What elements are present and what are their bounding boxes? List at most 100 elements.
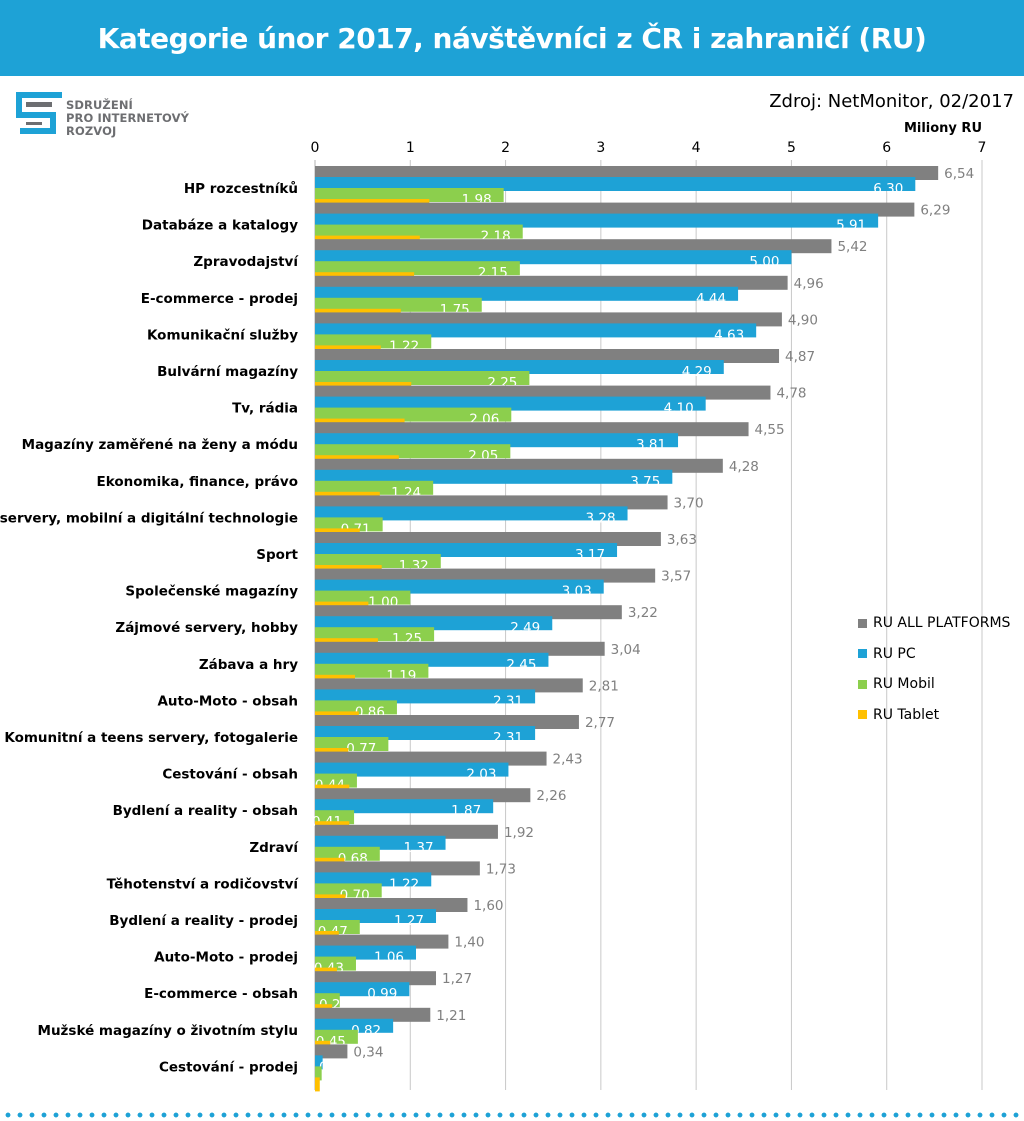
bar-mobil [315, 773, 357, 788]
legend-swatch-tablet [858, 710, 867, 720]
spir-logo-icon [16, 92, 62, 134]
data-label-pc: 0,82 [351, 1023, 381, 1039]
bar-pc [315, 543, 618, 557]
logo-line-1: SDRUŽENÍ [66, 98, 133, 112]
bar-pc [315, 360, 724, 374]
category-label: Sport [256, 547, 298, 563]
data-label-pc: 1,06 [374, 950, 404, 966]
data-label-all: 3,63 [667, 532, 697, 548]
bar-pc [315, 213, 879, 228]
x-tick-label-6: 6 [882, 140, 891, 156]
data-label-pc: 1,87 [451, 803, 481, 819]
legend-label-pc: RU PC [873, 645, 916, 662]
bar-pc [315, 250, 792, 265]
category-label: Komunitní a teens servery, fotogalerie [4, 730, 298, 746]
bar-pc [315, 616, 553, 631]
bar-tablet [315, 1077, 320, 1092]
bar-all [315, 824, 498, 839]
bar-all [315, 458, 723, 473]
data-label-pc: 1,22 [389, 876, 419, 892]
bar-all [315, 385, 771, 400]
bar-all [315, 641, 605, 656]
bar-mobil [315, 993, 340, 1008]
logo-line-2: PRO INTERNETOVÝ [66, 111, 190, 125]
data-label-all: 5,42 [837, 239, 867, 255]
data-label-pc: 0,99 [367, 986, 397, 1002]
data-label-all: 4,96 [794, 276, 824, 292]
data-label-all: 3,04 [611, 642, 641, 658]
legend-item-all-platforms: RU ALL PLATFORMS [858, 608, 1010, 639]
bar-pc [315, 286, 739, 301]
category-label: Auto-Moto - obsah [157, 693, 298, 709]
data-label-all: 1,73 [486, 861, 516, 877]
data-label-pc: 2,45 [506, 657, 536, 673]
bar-mobil [315, 737, 389, 751]
bar-pc [315, 726, 536, 740]
data-label-all: 1,27 [442, 971, 472, 987]
data-label-all: 2,77 [585, 715, 615, 731]
bar-all [315, 605, 622, 620]
chart-legend: RU ALL PLATFORMS RU PC RU Mobil RU Table… [858, 608, 1010, 730]
bar-all [315, 715, 579, 729]
bar-all [315, 898, 468, 912]
legend-swatch-mobil [858, 679, 867, 689]
data-label-pc: 2,49 [510, 620, 540, 636]
data-label-pc: 3,03 [562, 584, 592, 600]
legend-label-mobil: RU Mobil [873, 676, 935, 693]
bar-all [315, 788, 531, 803]
bar-mobil [315, 663, 429, 678]
data-label-pc: 3,17 [575, 547, 605, 563]
data-label-all: 2,81 [589, 678, 619, 694]
category-label: E-commerce - obsah [144, 986, 298, 1002]
category-label: Bulvární magazíny [157, 364, 298, 380]
data-label-pc: 2,31 [493, 730, 523, 746]
category-label: E-commerce - prodej [141, 291, 298, 307]
legend-item-mobil: RU Mobil [858, 669, 1010, 700]
data-label-pc: 5,91 [836, 218, 866, 234]
bar-all [315, 239, 832, 254]
bar-mobil [315, 517, 383, 532]
bar-all [315, 422, 749, 437]
bar-mobil [315, 480, 434, 495]
data-label-pc: 1,37 [403, 840, 433, 856]
category-label: HP rozcestníků [184, 180, 298, 197]
bar-all [315, 1044, 348, 1059]
bar-mobil [315, 371, 530, 385]
logo-line-3: ROZVOJ [66, 124, 117, 138]
bar-mobil [315, 444, 511, 459]
category-label: Magazíny zaměřené na ženy a módu [22, 437, 298, 453]
data-label-pc: 4,63 [714, 327, 744, 343]
category-label: IT servery, mobilní a digitální technolo… [0, 510, 298, 526]
bar-pc [315, 433, 679, 448]
legend-item-tablet: RU Tablet [858, 700, 1010, 731]
data-label-pc: 1,27 [394, 913, 424, 929]
x-tick-label-3: 3 [596, 140, 605, 156]
bar-mobil [315, 1029, 358, 1044]
bar-all [315, 861, 480, 876]
bar-all [315, 166, 939, 180]
bar-pc [315, 1055, 323, 1070]
bar-mobil [315, 846, 380, 861]
bar-all [315, 495, 668, 510]
category-label: Zábava a hry [199, 657, 298, 673]
bar-pc [315, 762, 509, 777]
category-label: Zdraví [249, 840, 299, 856]
bar-pc [315, 469, 673, 484]
data-label-pc: 5,00 [749, 254, 779, 270]
bar-mobil [315, 920, 360, 934]
bar-pc [315, 835, 446, 850]
bar-mobil [315, 261, 520, 276]
legend-swatch-pc [858, 649, 867, 659]
bar-mobil [315, 554, 441, 568]
data-label-all: 1,92 [504, 825, 534, 841]
bar-mobil [315, 956, 356, 971]
bar-pc [315, 982, 410, 997]
category-label: Bydlení a reality - obsah [113, 803, 298, 819]
dotted-footer-border [0, 1110, 1024, 1120]
bar-pc [315, 177, 916, 191]
legend-label-all: RU ALL PLATFORMS [873, 615, 1011, 632]
data-label-pc: 2,03 [466, 767, 496, 783]
logo-text: SDRUŽENÍ PRO INTERNETOVÝ ROZVOJ [66, 99, 189, 138]
x-tick-label-5: 5 [787, 140, 796, 156]
